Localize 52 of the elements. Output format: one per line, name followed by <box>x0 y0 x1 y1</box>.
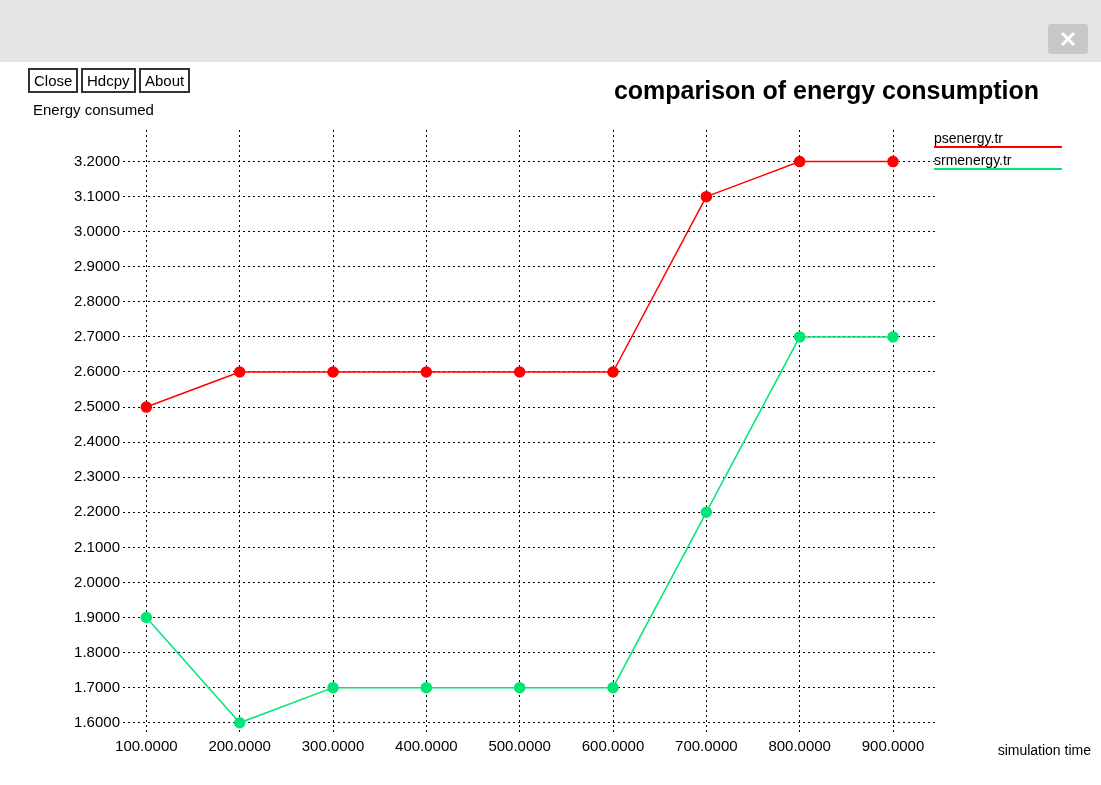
x-tick-label: 900.0000 <box>861 737 925 755</box>
point <box>140 401 153 413</box>
point <box>233 366 246 378</box>
y-tick-label: 2.8000 <box>74 292 120 309</box>
y-tick-label: 2.6000 <box>74 362 120 380</box>
point <box>887 155 899 168</box>
point <box>420 366 433 378</box>
y-tick-label: 2.1000 <box>74 537 120 555</box>
chart-title: comparison of energy consumption <box>613 76 1039 105</box>
point <box>700 190 713 203</box>
point <box>140 611 153 624</box>
point <box>607 681 619 694</box>
y-tick-label: 2.7000 <box>74 327 120 345</box>
x-tick-label: 300.0000 <box>301 737 365 755</box>
y-tick-label: 2.5000 <box>74 397 120 415</box>
point <box>700 506 713 519</box>
point <box>233 716 246 729</box>
point <box>793 155 806 168</box>
y-tick-label: 1.8000 <box>74 642 120 660</box>
text: srmenergy.tr <box>934 152 1012 168</box>
point <box>607 366 619 378</box>
point <box>513 366 526 378</box>
y-tick-label: 3.2000 <box>74 151 120 169</box>
text: Hdcpy <box>81 68 136 93</box>
y-tick-label: 1.6000 <box>74 712 120 730</box>
point <box>420 681 433 694</box>
y-axis-title: Energy consumed <box>33 101 154 118</box>
x-tick-label: 200.0000 <box>208 737 271 755</box>
y-tick-label: 2.0000 <box>74 572 120 590</box>
x-tick-label: 500.0000 <box>488 737 551 755</box>
y-tick-label: 1.7000 <box>74 677 120 695</box>
text: Close <box>28 68 79 93</box>
y-tick-label: 2.4000 <box>74 432 120 450</box>
y-tick-label: 1.9000 <box>74 607 120 625</box>
y-tick-label: 2.2000 <box>74 502 120 520</box>
point <box>793 331 806 343</box>
point <box>327 681 339 694</box>
x-tick-label: 800.0000 <box>768 737 831 755</box>
text: About <box>139 68 191 93</box>
y-tick-label: 3.0000 <box>74 221 120 239</box>
x-tick-label: 400.0000 <box>395 737 458 755</box>
y-tick-label: 2.9000 <box>74 256 120 274</box>
text: psenergy.tr <box>934 130 1003 146</box>
x-tick-label: 600.0000 <box>581 737 645 755</box>
point <box>887 331 899 343</box>
point <box>513 681 526 694</box>
point <box>327 366 339 378</box>
x-tick-label: 100.0000 <box>115 737 178 755</box>
y-tick-label: 2.3000 <box>74 467 120 485</box>
x-tick-label: 700.0000 <box>675 737 738 755</box>
y-tick-label: 3.1000 <box>74 186 120 204</box>
x-axis-title: simulation time <box>997 742 1091 758</box>
